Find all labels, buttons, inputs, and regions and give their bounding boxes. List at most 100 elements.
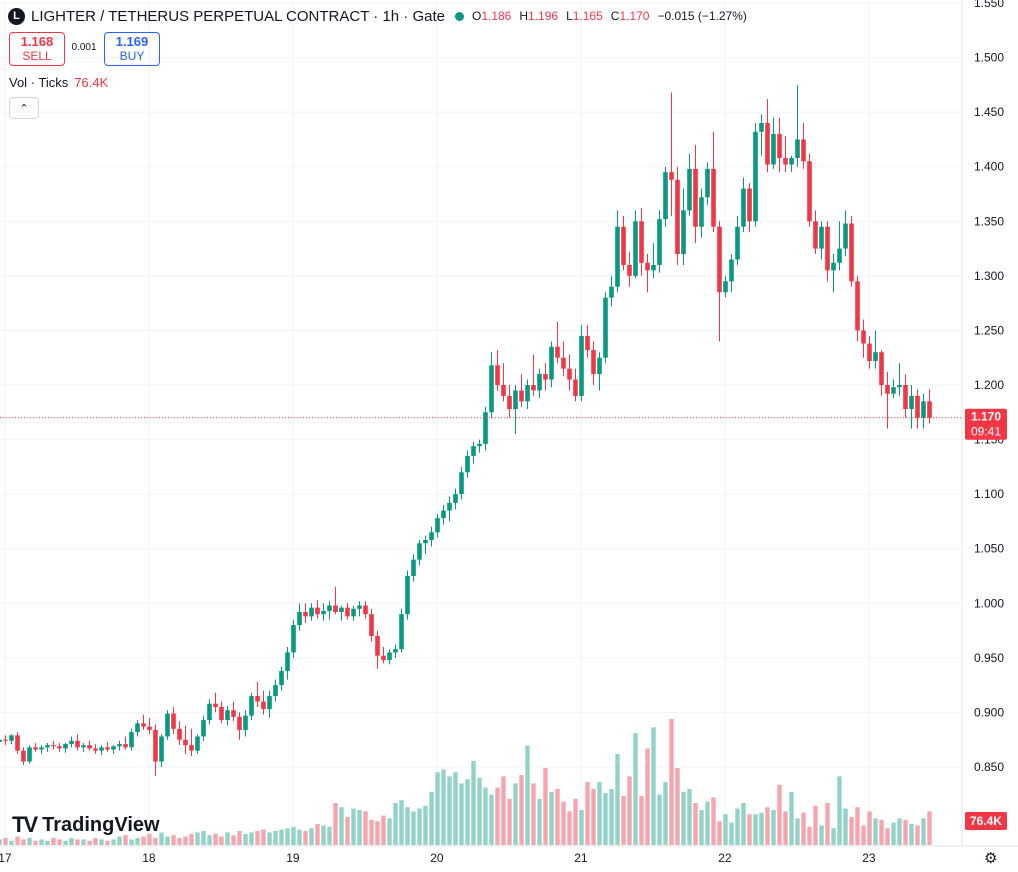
candle-body bbox=[759, 123, 764, 132]
candle-body bbox=[603, 297, 608, 358]
volume-bar bbox=[735, 808, 740, 845]
candle-body bbox=[873, 352, 878, 361]
candle-body bbox=[39, 747, 44, 750]
volume-legend[interactable]: Vol · Ticks 76.4K bbox=[9, 75, 108, 90]
candle-body bbox=[213, 703, 218, 707]
candle-body bbox=[423, 539, 428, 544]
volume-bar bbox=[21, 839, 26, 845]
candle-body bbox=[129, 732, 134, 748]
candle-body bbox=[171, 713, 176, 729]
candle-body bbox=[231, 710, 236, 717]
volume-bar bbox=[675, 768, 680, 845]
candle-body bbox=[435, 518, 440, 533]
volume-bar bbox=[819, 825, 824, 845]
candle-body bbox=[741, 188, 746, 227]
price-tick-label: 1.400 bbox=[974, 160, 1004, 174]
volume-bar bbox=[171, 835, 176, 845]
sell-button[interactable]: 1.168 SELL bbox=[9, 32, 65, 66]
candle-body bbox=[87, 745, 92, 749]
candle-body bbox=[51, 745, 56, 747]
volume-bar bbox=[489, 794, 494, 845]
candle-body bbox=[111, 746, 116, 750]
candle-body bbox=[477, 443, 482, 447]
volume-bar bbox=[657, 794, 662, 845]
volume-bar bbox=[783, 811, 788, 845]
volume-bar bbox=[465, 779, 470, 845]
volume-bar bbox=[495, 787, 500, 845]
candle-body bbox=[153, 729, 158, 762]
volume-bar bbox=[33, 840, 38, 845]
volume-bar bbox=[309, 828, 314, 845]
volume-bar bbox=[411, 811, 416, 845]
candle-body bbox=[321, 610, 326, 615]
volume-bar bbox=[501, 776, 506, 845]
buy-button[interactable]: 1.169 BUY bbox=[104, 32, 160, 66]
time-tick-label: 17 bbox=[0, 851, 12, 865]
buy-label: BUY bbox=[119, 49, 145, 63]
ohlc-low: L1.165 bbox=[566, 9, 603, 23]
candle-body bbox=[453, 494, 458, 503]
candle-body bbox=[63, 744, 68, 749]
candle-body bbox=[681, 210, 686, 255]
volume-bar bbox=[795, 818, 800, 845]
candle-body bbox=[567, 368, 572, 380]
candle-body bbox=[9, 735, 14, 741]
volume-bar bbox=[51, 838, 56, 845]
candle-body bbox=[135, 723, 140, 733]
candle-body bbox=[99, 747, 104, 751]
candle-body bbox=[333, 605, 338, 613]
volume-bar bbox=[123, 835, 128, 845]
candle-body bbox=[879, 352, 884, 385]
volume-bar bbox=[393, 803, 398, 845]
volume-bar bbox=[99, 839, 104, 845]
last-volume-badge bbox=[965, 812, 1007, 830]
candle-body bbox=[183, 739, 188, 746]
candle-body bbox=[771, 133, 776, 165]
candle-body bbox=[699, 197, 704, 227]
tradingview-wordmark: TradingView bbox=[42, 813, 160, 836]
candle-body bbox=[441, 510, 446, 519]
chart-header: L LIGHTER / TETHERUS PERPETUAL CONTRACT … bbox=[8, 6, 755, 26]
price-tick-label: 1.450 bbox=[974, 105, 1004, 119]
gear-icon[interactable]: ⚙ bbox=[984, 850, 998, 867]
volume-bar bbox=[267, 832, 272, 845]
last-price-badge bbox=[965, 408, 1007, 440]
symbol-title[interactable]: LIGHTER / TETHERUS PERPETUAL CONTRACT · … bbox=[31, 7, 445, 25]
ohlc-open: O1.186 bbox=[471, 9, 512, 23]
candle-body bbox=[837, 248, 842, 263]
candle-body bbox=[483, 412, 488, 444]
volume-bar bbox=[441, 769, 446, 845]
candle-body bbox=[711, 168, 716, 227]
volume-legend-label: Vol · Ticks bbox=[9, 75, 69, 90]
volume-bar bbox=[423, 805, 428, 845]
tradingview-logo: TV TradingView bbox=[12, 812, 160, 838]
candle-body bbox=[927, 401, 932, 418]
chevron-up-icon[interactable]: ⌃ bbox=[9, 97, 39, 119]
candle-body bbox=[519, 390, 524, 402]
market-status-icon bbox=[454, 11, 464, 21]
volume-bar bbox=[333, 803, 338, 845]
candle-body bbox=[447, 502, 452, 511]
volume-bar bbox=[3, 838, 8, 845]
volume-bar bbox=[81, 839, 86, 845]
candle-body bbox=[369, 614, 374, 637]
candle-body bbox=[3, 739, 8, 741]
candle-body bbox=[75, 740, 80, 748]
candle-body bbox=[33, 747, 38, 750]
candle-body bbox=[855, 281, 860, 331]
time-tick-label: 18 bbox=[142, 851, 156, 865]
candle-body bbox=[315, 607, 320, 615]
buy-price: 1.169 bbox=[115, 34, 149, 49]
volume-bar bbox=[663, 782, 668, 845]
volume-bar bbox=[579, 810, 584, 845]
volume-bar bbox=[645, 748, 650, 845]
symbol-logo-icon: L bbox=[8, 7, 25, 25]
candle-body bbox=[279, 670, 284, 686]
price-tick-label: 1.250 bbox=[974, 323, 1004, 337]
candle-body bbox=[549, 346, 554, 380]
candle-body bbox=[255, 696, 260, 702]
volume-bar bbox=[351, 808, 356, 845]
volume-bar bbox=[543, 768, 548, 845]
candle-body bbox=[921, 401, 926, 418]
